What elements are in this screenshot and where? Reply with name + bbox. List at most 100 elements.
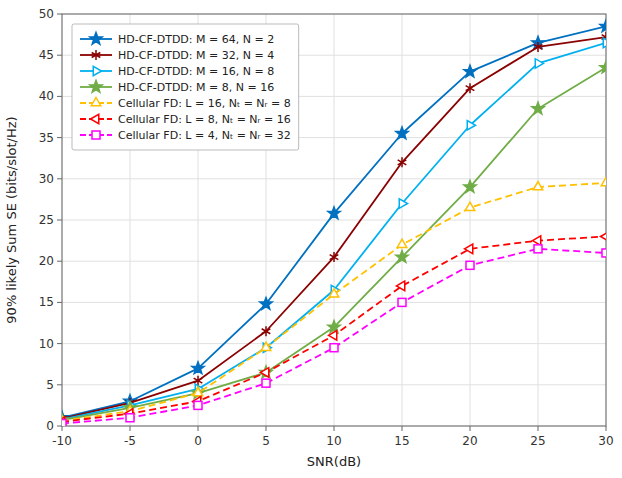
point-marker (260, 298, 272, 310)
y-grid-line (62, 384, 606, 385)
point-marker (600, 20, 606, 32)
point-marker (192, 362, 204, 374)
point-marker (328, 207, 340, 219)
point-marker (261, 342, 271, 350)
x-tick-label: 20 (462, 434, 477, 448)
y-grid-line (62, 302, 606, 303)
point-marker (465, 244, 473, 254)
point-marker (466, 261, 474, 269)
y-tick (57, 14, 62, 15)
legend-label: HD-CF-DTDD: M = 16, N = 8 (118, 65, 274, 78)
series-line (62, 249, 606, 424)
x-tick-label: 30 (598, 434, 613, 448)
point-marker (261, 368, 269, 378)
y-tick-label: 20 (39, 254, 54, 268)
point-marker (602, 249, 606, 257)
series-line (62, 26, 606, 417)
y-tick-label: 5 (46, 378, 54, 392)
point-marker (330, 344, 338, 352)
y-tick-label: 0 (46, 419, 54, 433)
point-marker (603, 38, 606, 48)
legend-marker (92, 131, 100, 139)
plot-area (62, 14, 606, 426)
series (62, 232, 606, 426)
y-tick-label: 45 (39, 48, 54, 62)
legend-label: HD-CF-DTDD: M = 64, N = 2 (118, 33, 274, 46)
series (62, 177, 606, 423)
chart: -10-505101520253005101520253035404550SNR… (0, 0, 622, 478)
x-tick (334, 426, 335, 431)
point-marker (397, 281, 405, 291)
point-marker (262, 379, 270, 387)
x-tick-label: 15 (394, 434, 409, 448)
x-tick (402, 426, 403, 431)
point-marker (398, 157, 407, 167)
legend-marker (90, 81, 102, 93)
x-tick (62, 426, 63, 431)
x-tick (130, 426, 131, 431)
y-tick-label: 35 (39, 131, 54, 145)
y-tick (57, 426, 62, 427)
x-tick (470, 426, 471, 431)
point-marker (194, 401, 202, 409)
point-marker (534, 245, 542, 253)
x-tick-label: -10 (52, 434, 72, 448)
point-marker (329, 289, 339, 297)
point-marker (192, 387, 204, 399)
legend: HD-CF-DTDD: M = 64, N = 2 HD-CF-DTDD: M =… (72, 24, 299, 150)
point-marker (260, 366, 272, 378)
grid (62, 14, 606, 426)
point-marker (532, 102, 544, 114)
point-marker (398, 298, 406, 306)
point-marker (533, 182, 543, 190)
point-marker (399, 199, 407, 209)
point-marker (465, 202, 475, 210)
y-axis-label: 90% likely Sum SE (bits/slot/Hz) (4, 116, 19, 323)
y-tick-label: 25 (39, 213, 54, 227)
series-line (62, 43, 606, 420)
legend-marker (90, 33, 102, 45)
x-tick-label: 10 (326, 434, 341, 448)
y-tick (57, 178, 62, 179)
series-line (62, 68, 606, 421)
y-tick (57, 302, 62, 303)
point-marker (62, 420, 66, 426)
y-tick (57, 384, 62, 385)
legend-label: Cellular FD: L = 16, Nₜ = Nᵣ = 8 (118, 97, 291, 110)
x-tick-label: 5 (262, 434, 270, 448)
point-marker (464, 181, 476, 193)
point-marker (396, 251, 408, 263)
y-tick (57, 96, 62, 97)
y-tick (57, 55, 62, 56)
point-marker (464, 65, 476, 77)
point-marker (600, 61, 606, 73)
legend-marker (91, 114, 99, 124)
point-marker (193, 388, 203, 396)
point-marker (601, 232, 607, 242)
x-tick (606, 426, 607, 431)
x-tick (266, 426, 267, 431)
point-marker (533, 236, 541, 246)
point-marker (396, 127, 408, 139)
y-grid-line (62, 178, 606, 179)
point-marker (262, 326, 271, 336)
y-tick-label: 30 (39, 172, 54, 186)
legend-label: HD-CF-DTDD: M = 32, N = 4 (118, 49, 274, 62)
legend-label: HD-CF-DTDD: M = 8, N = 16 (118, 81, 274, 94)
series (62, 32, 606, 424)
point-marker (329, 331, 337, 341)
y-grid-line (62, 220, 606, 221)
point-marker (397, 239, 407, 247)
y-tick-label: 15 (39, 295, 54, 309)
x-tick-label: 25 (530, 434, 545, 448)
series (62, 20, 606, 423)
y-tick-label: 10 (39, 337, 54, 351)
x-tick-label: 0 (194, 434, 202, 448)
point-marker (328, 321, 340, 333)
point-marker (466, 83, 475, 93)
x-axis-label: SNR(dB) (307, 454, 361, 469)
point-marker (534, 42, 543, 52)
y-tick-label: 50 (39, 7, 54, 21)
x-tick (538, 426, 539, 431)
x-tick-label: -5 (124, 434, 136, 448)
